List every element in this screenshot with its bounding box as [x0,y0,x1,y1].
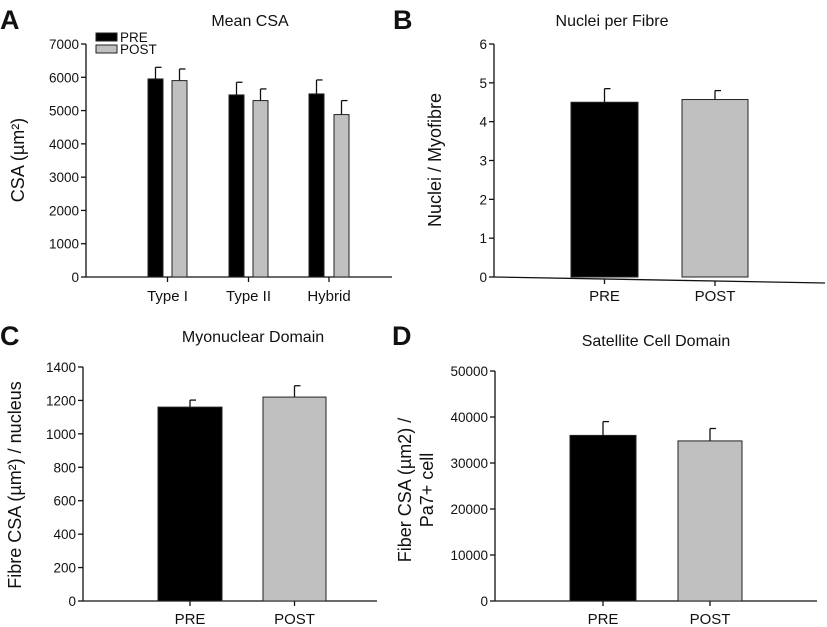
x-tick-label: Type I [147,288,188,305]
y-tick-label: 3 [479,154,487,169]
bar-post [677,440,743,602]
panel-label: A [0,5,20,35]
bar-post [171,80,188,278]
bar-pre [570,101,639,278]
panel-label: B [393,5,413,35]
y-tick-label: 1000 [49,237,79,252]
bar-post [681,99,749,278]
y-tick-label: 40000 [450,410,488,425]
y-tick-label: 6 [479,37,487,52]
legend-label: POST [120,42,157,57]
y-tick-label: 1 [479,231,487,246]
y-tick-label: 2000 [49,203,79,218]
y-tick-label: 0 [68,594,76,609]
bar-pre [569,434,637,602]
y-tick-label: 5000 [49,104,79,119]
y-axis-label: Fibre CSA (µm²) / nucleus [5,381,25,588]
x-tick-label: POST [695,288,736,305]
y-axis-label: Nuclei / Myofibre [425,93,445,227]
y-axis-label: Pa7+ cell [417,453,437,528]
chart-title: Mean CSA [211,13,289,30]
x-tick-label: PRE [589,288,620,305]
x-tick-label: Hybrid [307,288,350,305]
panel-label: C [0,321,20,351]
y-tick-label: 0 [480,594,488,609]
y-tick-label: 1200 [46,393,76,408]
y-tick-label: 5 [479,76,487,91]
chart-title: Myonuclear Domain [182,329,324,346]
y-tick-label: 600 [53,494,76,509]
x-axis [493,276,826,284]
y-tick-label: 4 [479,115,487,130]
y-tick-label: 200 [53,561,76,576]
x-tick-label: POST [690,611,731,627]
bar-pre [228,94,245,278]
y-tick-label: 0 [71,270,79,285]
chart-title: Satellite Cell Domain [582,333,731,350]
y-tick-label: 20000 [450,502,488,517]
x-tick-label: Type II [226,288,271,305]
y-tick-label: 2 [479,192,487,207]
bar-pre [147,78,164,278]
y-tick-label: 7000 [49,37,79,52]
y-tick-label: 400 [53,527,76,542]
x-tick-label: PRE [588,611,619,627]
y-tick-label: 30000 [450,456,488,471]
x-tick-label: POST [274,611,315,627]
y-tick-label: 1400 [46,360,76,375]
y-tick-label: 0 [479,270,487,285]
bar-post [333,114,350,278]
bar-post [252,100,269,278]
panel-label: D [392,321,412,351]
y-tick-label: 3000 [49,170,79,185]
bar-pre [308,93,325,278]
y-tick-label: 1000 [46,427,76,442]
legend-swatch-post [95,44,118,54]
y-axis-label: Fiber CSA (µm2) / [395,418,415,562]
bar-post [262,396,327,602]
y-tick-label: 4000 [49,137,79,152]
legend-label: PRE [120,30,148,45]
y-tick-label: 10000 [450,548,488,563]
y-tick-label: 50000 [450,364,488,379]
legend-swatch-pre [95,32,118,42]
bar-pre [157,406,223,602]
y-tick-label: 6000 [49,70,79,85]
chart-title: Nuclei per Fibre [556,13,669,30]
y-axis-label: CSA (µm²) [8,118,28,202]
x-tick-label: PRE [175,611,206,627]
y-tick-label: 800 [53,460,76,475]
